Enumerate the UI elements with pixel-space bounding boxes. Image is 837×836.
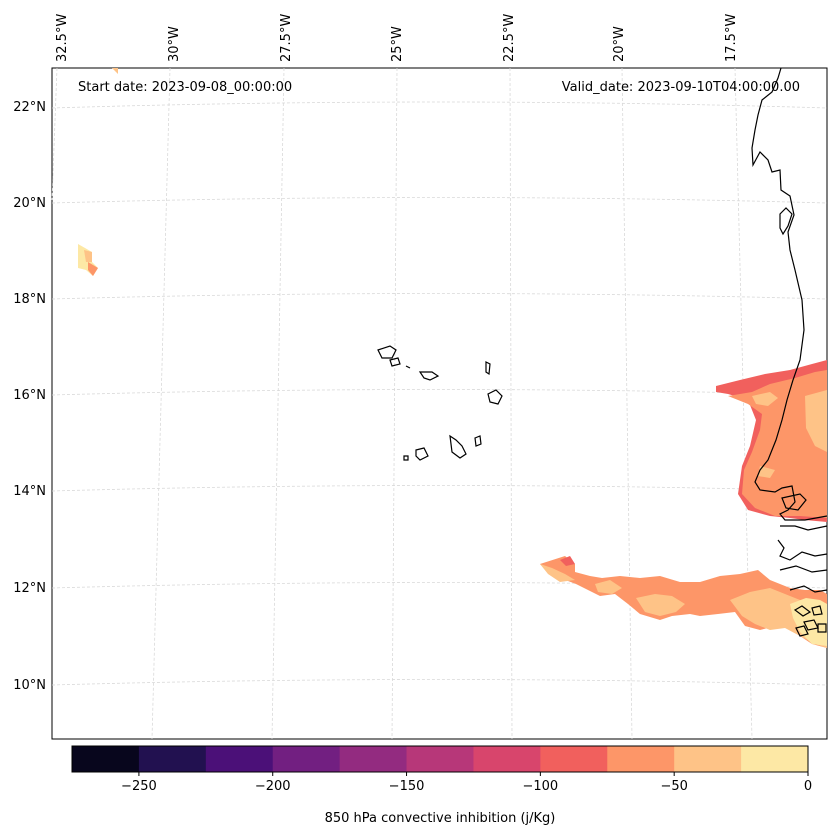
coastline-south1 bbox=[780, 525, 828, 531]
cape-verde-maio bbox=[474, 435, 482, 447]
latitude-label: 18°N bbox=[13, 292, 46, 307]
cape-verde-santo-antao bbox=[377, 345, 397, 359]
parallel-20n bbox=[51, 197, 828, 204]
meridian-25w bbox=[391, 67, 398, 740]
cin-band-south-dark bbox=[560, 556, 575, 566]
latitude-label: 20°N bbox=[13, 196, 46, 211]
longitude-label: 32.5°W bbox=[55, 14, 70, 62]
meridian-17-5w bbox=[734, 67, 753, 740]
colorbar-segment bbox=[540, 746, 608, 772]
colorbar-segment bbox=[339, 746, 408, 772]
meridian-22-5w bbox=[509, 67, 513, 740]
meridian-27-5w bbox=[271, 67, 285, 740]
cin-band-north-light1 bbox=[805, 390, 827, 452]
bijagos-island-1 bbox=[793, 605, 812, 617]
colorbar-segment bbox=[607, 746, 675, 772]
coastline-gambia bbox=[781, 493, 807, 511]
parallel-12n bbox=[51, 582, 828, 589]
colorbar-segment bbox=[741, 746, 809, 772]
coastline-inlet bbox=[779, 207, 793, 236]
latitude-label: 14°N bbox=[13, 484, 46, 499]
longitude-label: 22.5°W bbox=[502, 14, 517, 62]
colorbar-title: 850 hPa convective inhibition (j/Kg) bbox=[325, 811, 556, 826]
latitude-label: 16°N bbox=[13, 388, 46, 403]
latitude-label: 22°N bbox=[13, 100, 46, 115]
meridian-32-5w bbox=[51, 67, 58, 201]
longitude-label: 17.5°W bbox=[724, 14, 739, 62]
start-date-label: Start date: 2023-09-08_00:00:00 bbox=[78, 80, 292, 95]
cin-band-north-mid bbox=[728, 370, 827, 518]
colorbar-tick-label: −250 bbox=[121, 779, 157, 794]
longitude-label: 27.5°W bbox=[279, 14, 294, 62]
cin-band-south-light3 bbox=[636, 594, 685, 616]
cape-verde-sao-vicente bbox=[389, 357, 401, 367]
coastline-south2 bbox=[777, 539, 828, 561]
coastline bbox=[377, 67, 828, 637]
cin-patch-west-edge bbox=[88, 262, 98, 276]
colorbar-segment bbox=[72, 746, 140, 772]
cape-verde-sal bbox=[485, 361, 491, 376]
longitude-label: 25°W bbox=[390, 26, 405, 62]
cape-verde-sao-nicolau bbox=[418, 371, 440, 381]
bijagos-island-5 bbox=[795, 625, 809, 637]
colorbar-tick-label: −50 bbox=[660, 779, 687, 794]
parallel-16n bbox=[51, 389, 828, 396]
colorbar-tick-label: −100 bbox=[523, 779, 559, 794]
latitude-label: 10°N bbox=[13, 678, 46, 693]
colorbar-tick-label: 0 bbox=[804, 779, 812, 794]
cin-band-south-light2 bbox=[595, 580, 622, 594]
valid-date-label: Valid_date: 2023-09-10T04:00:00.00 bbox=[562, 80, 800, 95]
colorbar: −250 −200 −150 −100 −50 0 bbox=[71, 745, 812, 794]
latitude-label: 12°N bbox=[13, 581, 46, 596]
cin-band-north-light2 bbox=[752, 392, 778, 406]
coastline-mainland bbox=[751, 67, 828, 521]
parallel-22n bbox=[51, 101, 828, 109]
meridian-30w bbox=[151, 67, 171, 740]
bijagos-island-4 bbox=[817, 623, 827, 633]
coastline-guinea bbox=[789, 585, 828, 593]
cin-field bbox=[78, 68, 827, 648]
longitude-labels: 32.5°W 30°W 27.5°W 25°W 22.5°W 20°W 17.5°W bbox=[55, 14, 739, 62]
longitude-label: 30°W bbox=[167, 26, 182, 62]
map-frame bbox=[51, 67, 828, 740]
colorbar-segment bbox=[205, 746, 274, 772]
longitude-label: 20°W bbox=[612, 26, 627, 62]
colorbar-outline bbox=[71, 745, 809, 773]
colorbar-tick-label: −200 bbox=[255, 779, 291, 794]
cape-verde-boa-vista bbox=[487, 389, 503, 405]
colorbar-segment bbox=[138, 746, 207, 772]
latitude-labels: 22°N 20°N 18°N 16°N 14°N 12°N 10°N bbox=[13, 100, 46, 693]
parallel-18n bbox=[51, 293, 828, 300]
bijagos-island-2 bbox=[811, 605, 823, 616]
meridian-20w bbox=[621, 67, 633, 740]
cape-verde-brava bbox=[403, 455, 409, 461]
cin-band-south-outer bbox=[540, 556, 827, 648]
colorbar-segment bbox=[406, 746, 474, 772]
parallel-14n bbox=[51, 485, 828, 492]
cin-band-south-light1 bbox=[540, 564, 575, 582]
cin-band-south-lightest bbox=[790, 598, 827, 646]
coastline-south3 bbox=[779, 565, 828, 573]
parallel-10n bbox=[51, 679, 828, 686]
cin-patch-west-inner bbox=[84, 250, 92, 262]
colorbar-segment bbox=[473, 746, 541, 772]
colorbar-segment bbox=[272, 746, 341, 772]
cin-band-north-light3 bbox=[758, 466, 775, 478]
colorbar-tick-label: −150 bbox=[389, 779, 425, 794]
colorbar-segment bbox=[674, 746, 742, 772]
cin-patch-topleft bbox=[112, 68, 118, 74]
cape-verde-santiago bbox=[449, 434, 467, 459]
cape-verde-fogo bbox=[415, 447, 429, 461]
cape-verde-santa-luzia bbox=[405, 365, 411, 369]
graticule bbox=[51, 67, 828, 740]
